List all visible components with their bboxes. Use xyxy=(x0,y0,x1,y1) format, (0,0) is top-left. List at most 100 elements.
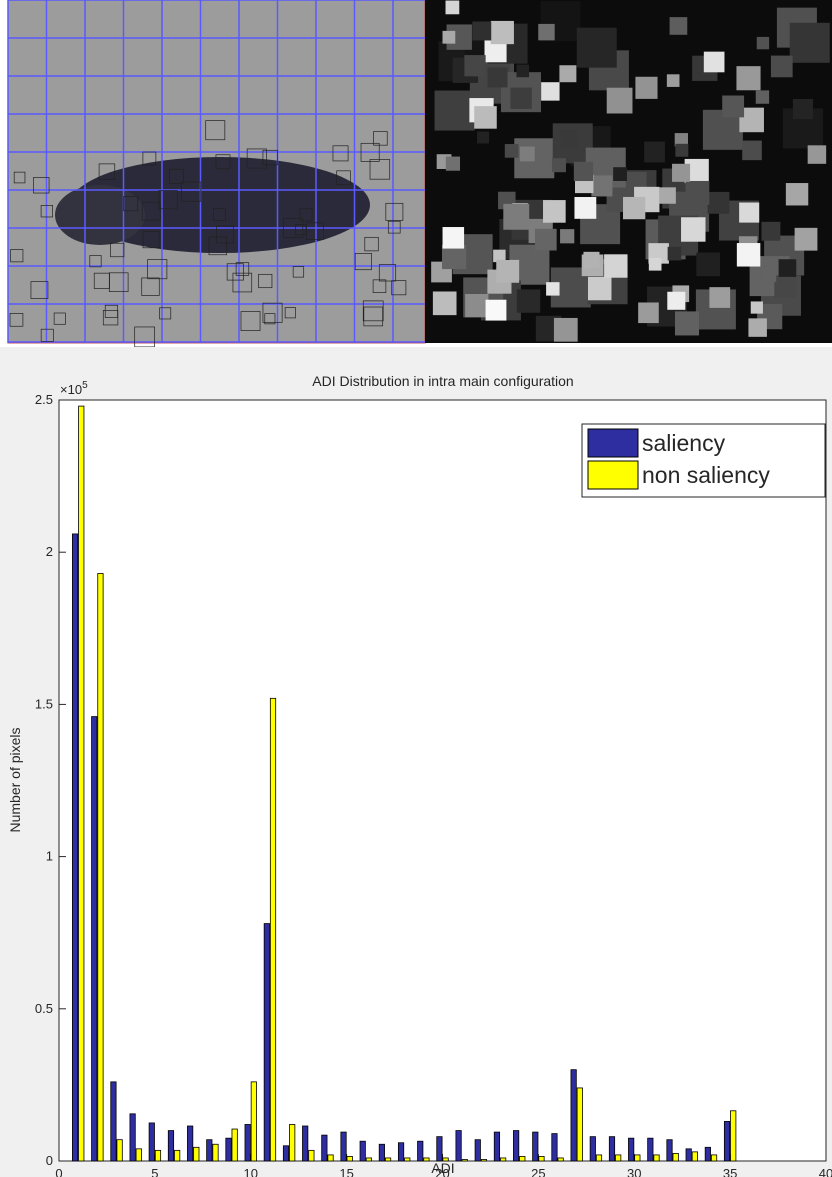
image-block xyxy=(503,203,530,230)
image-sub-block xyxy=(142,231,160,249)
image-block xyxy=(434,90,475,131)
image-block xyxy=(667,246,682,261)
image-sub-block xyxy=(295,224,307,236)
image-sub-block xyxy=(283,217,304,238)
image-block xyxy=(774,275,797,298)
image-block xyxy=(667,291,686,310)
image-sub-block xyxy=(147,259,168,280)
x-tick-label: 30 xyxy=(627,1166,641,1177)
image-sub-block xyxy=(332,145,349,162)
image-block xyxy=(432,291,457,316)
bar xyxy=(359,1140,366,1162)
image-block xyxy=(538,23,555,41)
image-block xyxy=(685,180,710,205)
bar xyxy=(628,1137,635,1162)
bar xyxy=(666,1139,673,1162)
y-tick-label: 1.5 xyxy=(35,696,53,711)
y-multiplier-base: ×10 xyxy=(60,382,82,397)
bar xyxy=(148,1122,155,1162)
bar xyxy=(78,405,85,1162)
image-block xyxy=(487,67,508,88)
bar xyxy=(653,1154,660,1162)
bar xyxy=(225,1137,232,1162)
x-tick-label: 25 xyxy=(531,1166,545,1177)
bar xyxy=(513,1130,520,1162)
image-block xyxy=(472,21,492,41)
bar xyxy=(346,1156,353,1162)
bar xyxy=(231,1128,238,1162)
image-block xyxy=(553,317,578,342)
bar xyxy=(710,1154,718,1162)
image-block xyxy=(484,40,507,63)
image-sub-block xyxy=(292,266,305,278)
image-sub-block xyxy=(108,272,129,292)
image-block xyxy=(445,0,460,15)
bar xyxy=(321,1134,328,1162)
x-tick-label: 10 xyxy=(244,1166,258,1177)
bar xyxy=(129,1113,136,1162)
bar xyxy=(417,1140,424,1162)
image-sub-block xyxy=(141,277,160,296)
image-block xyxy=(591,175,613,197)
image-sub-block xyxy=(364,236,379,252)
bar xyxy=(365,1157,372,1162)
image-sub-block xyxy=(40,205,53,218)
image-sub-block xyxy=(369,159,391,180)
y-tick-label: 1 xyxy=(46,849,53,864)
image-block xyxy=(477,131,490,144)
image-block xyxy=(635,76,658,99)
y-tick-label: 0 xyxy=(46,1153,53,1168)
image-block xyxy=(770,55,793,78)
bar xyxy=(442,1157,449,1162)
image-block xyxy=(445,156,461,171)
image-block xyxy=(604,254,628,278)
image-blob xyxy=(55,185,145,245)
image-sub-block xyxy=(10,249,24,263)
bar xyxy=(474,1139,481,1162)
image-block xyxy=(638,302,659,324)
image-block xyxy=(496,259,520,283)
legend-swatch xyxy=(587,460,639,490)
image-block xyxy=(510,87,532,109)
image-block xyxy=(794,227,818,251)
image-block xyxy=(648,257,662,271)
image-block xyxy=(623,196,646,220)
image-block xyxy=(587,276,612,301)
bar xyxy=(672,1152,679,1162)
image-sub-block xyxy=(159,307,172,320)
x-tick-label: 20 xyxy=(435,1166,449,1177)
bar xyxy=(340,1131,347,1162)
image-block xyxy=(516,64,530,78)
y-tick-label: 2 xyxy=(46,544,53,559)
image-block xyxy=(490,20,514,45)
image-block xyxy=(519,146,535,162)
image-sub-block xyxy=(123,196,139,212)
bar xyxy=(615,1154,622,1162)
image-block xyxy=(576,27,617,68)
image-block xyxy=(756,36,770,50)
bar xyxy=(269,697,277,1162)
image-sub-block xyxy=(226,263,244,281)
image-sub-block xyxy=(216,225,234,244)
image-sub-block xyxy=(30,281,49,299)
bar xyxy=(397,1142,405,1162)
y-multiplier-exponent: 5 xyxy=(82,380,88,391)
bar xyxy=(436,1136,443,1162)
image-sub-block xyxy=(362,300,384,322)
bar xyxy=(723,1121,731,1162)
image-sub-block xyxy=(284,307,296,319)
image-sub-block xyxy=(181,181,202,202)
image-sub-block xyxy=(264,313,276,325)
image-block xyxy=(748,318,767,337)
image-block xyxy=(546,282,560,296)
image-sub-block xyxy=(89,255,102,268)
image-sub-block xyxy=(33,177,50,194)
bar xyxy=(378,1143,385,1162)
image-sub-block xyxy=(299,208,313,222)
image-block xyxy=(674,311,700,336)
image-sub-block xyxy=(208,236,228,256)
image-sub-block xyxy=(141,201,161,221)
image-block xyxy=(644,141,665,163)
